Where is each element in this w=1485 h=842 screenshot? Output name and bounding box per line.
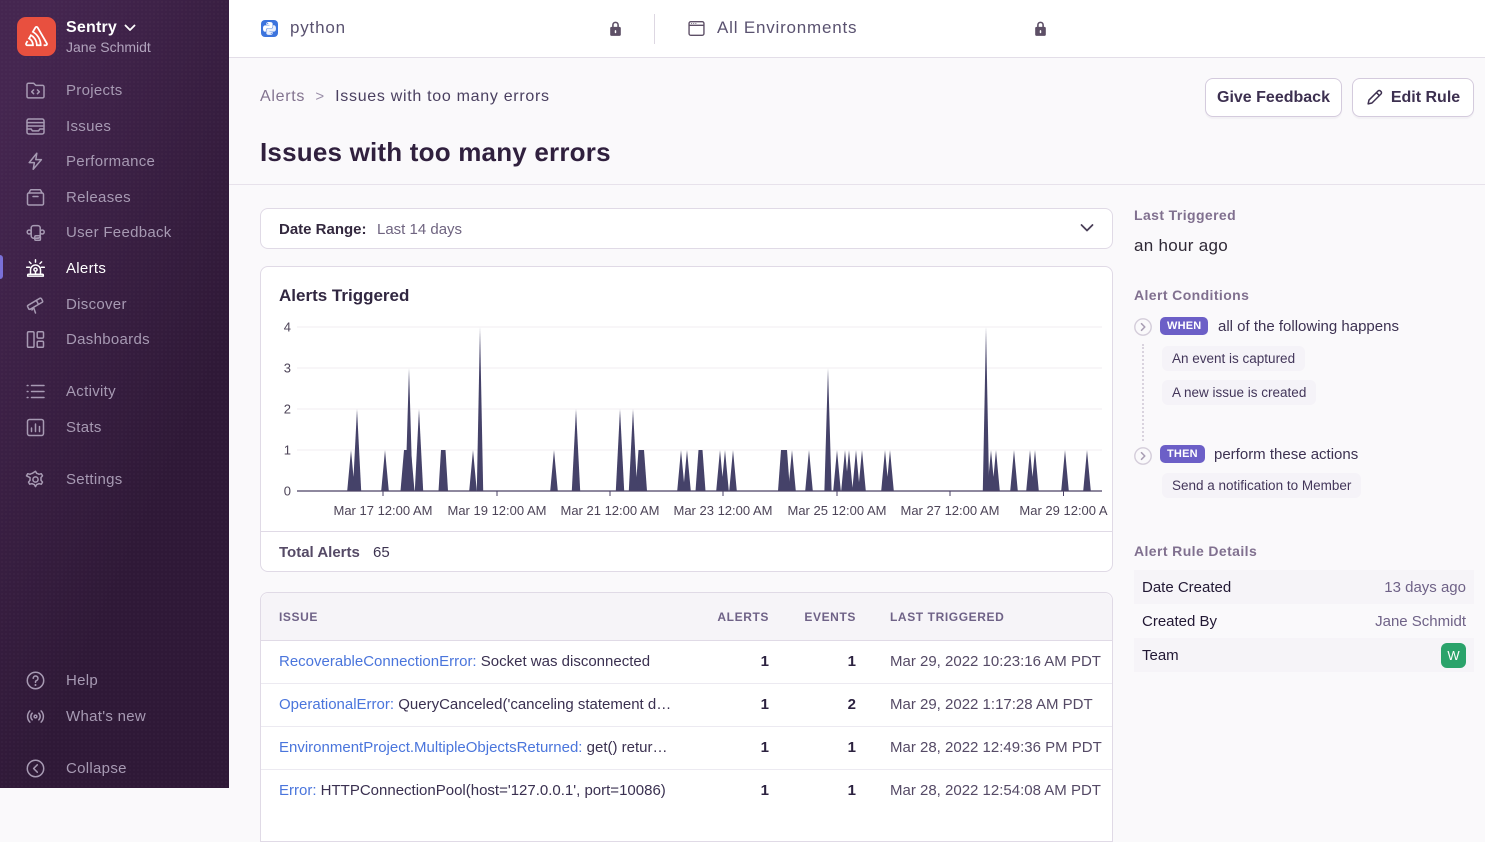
svg-text:Mar 17 12:00 AM: Mar 17 12:00 AM [334, 503, 433, 518]
svg-text:1: 1 [284, 443, 291, 458]
svg-text:Mar 25 12:00 AM: Mar 25 12:00 AM [788, 503, 887, 518]
svg-text:Mar 21 12:00 AM: Mar 21 12:00 AM [561, 503, 660, 518]
svg-text:Mar 29 12:00 A: Mar 29 12:00 A [1019, 503, 1107, 518]
svg-text:2: 2 [284, 402, 291, 417]
svg-text:4: 4 [284, 320, 291, 335]
svg-text:Mar 23 12:00 AM: Mar 23 12:00 AM [674, 503, 773, 518]
svg-text:Mar 19 12:00 AM: Mar 19 12:00 AM [448, 503, 547, 518]
svg-text:Mar 27 12:00 AM: Mar 27 12:00 AM [901, 503, 1000, 518]
svg-text:0: 0 [284, 484, 291, 499]
svg-text:3: 3 [284, 361, 291, 376]
